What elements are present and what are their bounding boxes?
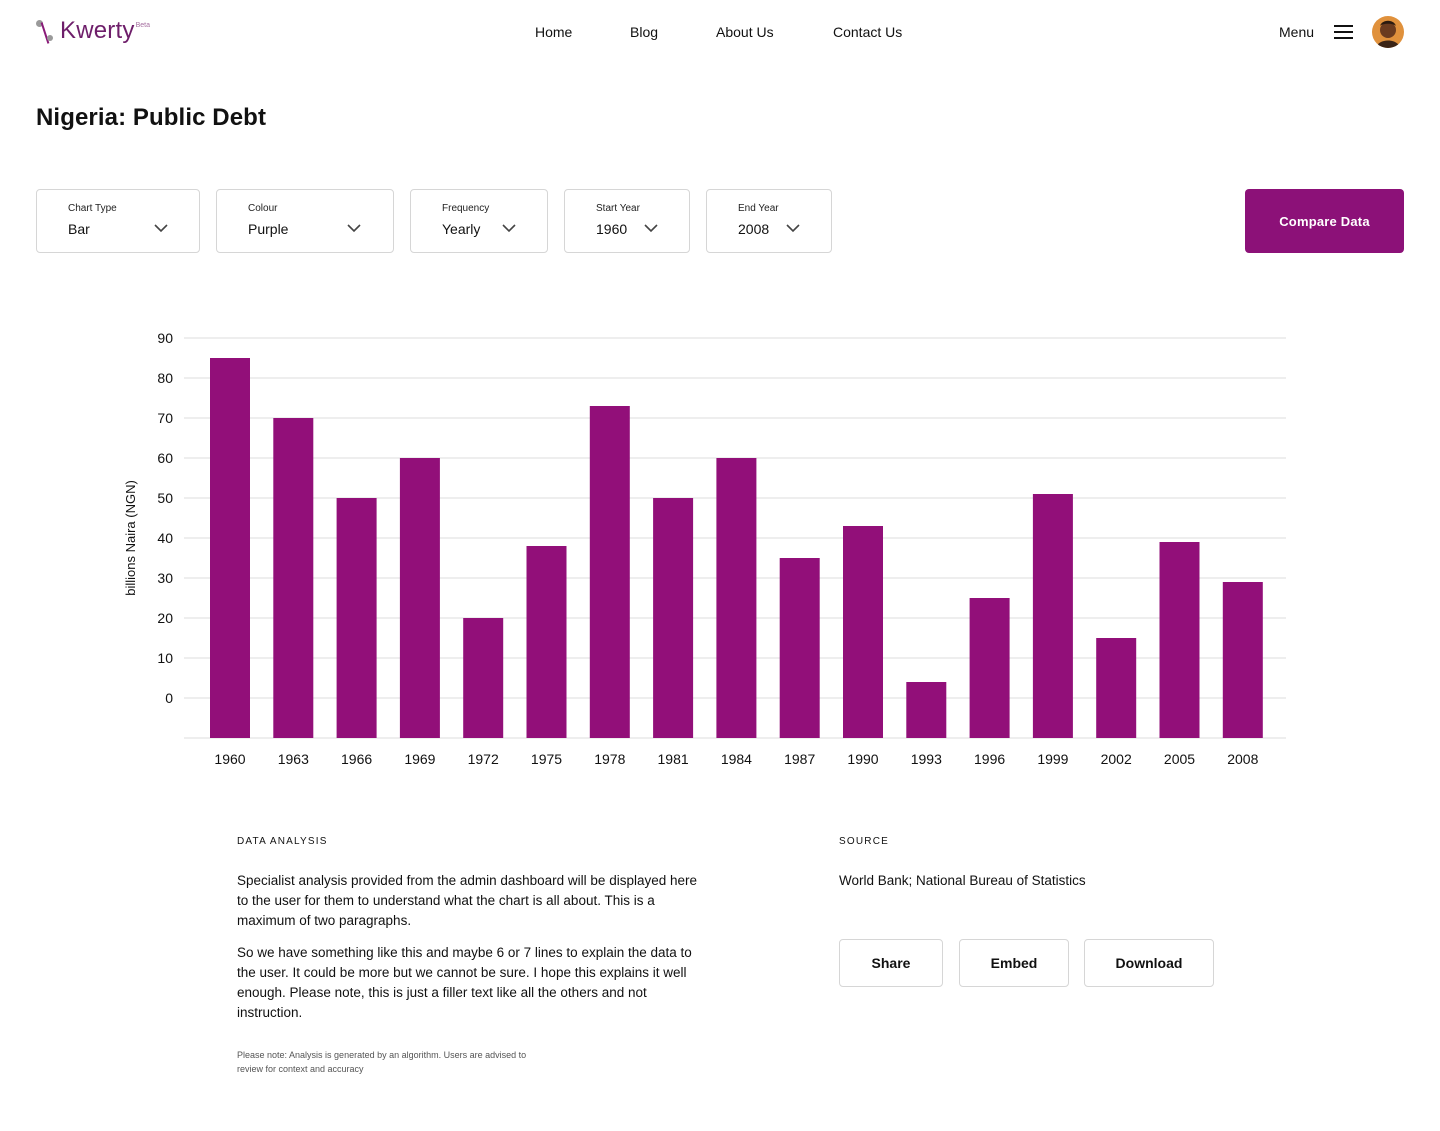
y-tick-label: 60 bbox=[157, 450, 173, 466]
chevron-down-icon bbox=[644, 224, 658, 233]
y-tick-label: 80 bbox=[157, 370, 173, 386]
x-tick-label: 1990 bbox=[847, 751, 878, 767]
y-axis-label: billions Naira (NGN) bbox=[123, 480, 138, 596]
chart-type-dropdown[interactable]: Chart Type Bar bbox=[36, 189, 200, 253]
hamburger-icon[interactable] bbox=[1334, 24, 1354, 40]
nav-contact-us[interactable]: Contact Us bbox=[833, 24, 903, 40]
y-tick-label: 30 bbox=[157, 570, 173, 586]
download-button[interactable]: Download bbox=[1084, 939, 1214, 987]
bar-1972 bbox=[463, 618, 504, 738]
x-tick-label: 1981 bbox=[658, 751, 689, 767]
nav-about-us[interactable]: About Us bbox=[716, 24, 774, 40]
chevron-down-icon bbox=[502, 224, 516, 233]
bar-1966 bbox=[336, 498, 377, 738]
x-tick-label: 1963 bbox=[278, 751, 309, 767]
nav-home[interactable]: Home bbox=[535, 24, 573, 40]
start-year-value: 1960 bbox=[596, 221, 628, 237]
source-heading: SOURCE bbox=[839, 836, 889, 847]
main-nav: Home Blog About Us Contact Us bbox=[0, 23, 1440, 43]
bar-1969 bbox=[399, 458, 440, 738]
x-tick-label: 1960 bbox=[214, 751, 245, 767]
end-year-value: 2008 bbox=[738, 221, 770, 237]
y-tick-label: 70 bbox=[157, 410, 173, 426]
y-tick-label: 10 bbox=[157, 650, 173, 666]
chevron-down-icon bbox=[347, 224, 361, 233]
colour-dropdown[interactable]: Colour Purple bbox=[216, 189, 394, 253]
x-tick-label: 2005 bbox=[1164, 751, 1195, 767]
brand-logo[interactable]: Kwerty Beta bbox=[36, 16, 150, 48]
logo-mark-icon bbox=[36, 16, 58, 46]
x-tick-label: 1984 bbox=[721, 751, 752, 767]
y-tick-label: 20 bbox=[157, 610, 173, 626]
analysis-paragraph-1: Specialist analysis provided from the ad… bbox=[237, 873, 698, 928]
bar-1990 bbox=[843, 526, 883, 738]
frequency-value: Yearly bbox=[442, 221, 481, 237]
bar-1996 bbox=[969, 598, 1010, 738]
chevron-down-icon bbox=[786, 224, 800, 233]
x-tick-label: 1978 bbox=[594, 751, 625, 767]
end-year-label: End Year bbox=[738, 203, 779, 214]
end-year-dropdown[interactable]: End Year 2008 bbox=[706, 189, 832, 253]
bar-2008 bbox=[1222, 582, 1263, 738]
analysis-disclaimer: Please note: Analysis is generated by an… bbox=[237, 1050, 527, 1074]
bar-1993 bbox=[906, 682, 947, 738]
colour-label: Colour bbox=[248, 203, 278, 214]
beta-badge: Beta bbox=[135, 22, 150, 29]
bar-1981 bbox=[653, 498, 694, 738]
source-text: World Bank; National Bureau of Statistic… bbox=[839, 873, 1086, 888]
x-tick-label: 2008 bbox=[1227, 751, 1258, 767]
brand-name: Kwerty bbox=[60, 17, 135, 44]
x-tick-label: 2002 bbox=[1101, 751, 1132, 767]
frequency-dropdown[interactable]: Frequency Yearly bbox=[410, 189, 548, 253]
y-tick-label: 0 bbox=[165, 690, 173, 706]
x-tick-label: 1996 bbox=[974, 751, 1005, 767]
chart-type-value: Bar bbox=[68, 221, 90, 237]
bar-2005 bbox=[1159, 542, 1200, 738]
y-tick-label: 50 bbox=[157, 490, 173, 506]
colour-value: Purple bbox=[248, 221, 289, 237]
frequency-label: Frequency bbox=[442, 203, 490, 214]
bar-1987 bbox=[779, 558, 820, 738]
bar-1978 bbox=[589, 406, 630, 738]
x-tick-label: 1987 bbox=[784, 751, 815, 767]
y-tick-label: 40 bbox=[157, 530, 173, 546]
share-button[interactable]: Share bbox=[839, 939, 943, 987]
debt-bar-chart: 0 10 20 30 40 50 60 70 80 90 1960 1963 1966 1969 1972 1… bbox=[123, 330, 1286, 767]
x-tick-label: 1999 bbox=[1037, 751, 1068, 767]
x-tick-label: 1966 bbox=[341, 751, 372, 767]
compare-data-button[interactable]: Compare Data bbox=[1245, 189, 1404, 253]
bar-1984 bbox=[716, 458, 757, 738]
bar-1963 bbox=[273, 418, 314, 738]
analysis-paragraph-2: So we have something like this and maybe… bbox=[237, 945, 692, 1020]
x-tick-label: 1972 bbox=[468, 751, 499, 767]
x-tick-label: 1969 bbox=[404, 751, 435, 767]
x-tick-label: 1975 bbox=[531, 751, 562, 767]
chart-type-label: Chart Type bbox=[68, 203, 117, 214]
embed-button[interactable]: Embed bbox=[959, 939, 1069, 987]
bar-1975 bbox=[526, 546, 567, 738]
y-tick-label: 90 bbox=[157, 330, 173, 346]
start-year-label: Start Year bbox=[596, 203, 640, 214]
bar-2002 bbox=[1096, 638, 1137, 738]
nav-blog[interactable]: Blog bbox=[630, 24, 659, 40]
page-title: Nigeria: Public Debt bbox=[36, 104, 267, 131]
start-year-dropdown[interactable]: Start Year 1960 bbox=[564, 189, 690, 253]
x-tick-label: 1993 bbox=[911, 751, 942, 767]
data-analysis-heading: DATA ANALYSIS bbox=[237, 836, 328, 847]
bar-1999 bbox=[1032, 494, 1073, 738]
menu-label[interactable]: Menu bbox=[1279, 24, 1315, 40]
user-avatar[interactable] bbox=[1372, 16, 1404, 48]
chevron-down-icon bbox=[154, 224, 168, 233]
bar-1960 bbox=[210, 358, 250, 738]
